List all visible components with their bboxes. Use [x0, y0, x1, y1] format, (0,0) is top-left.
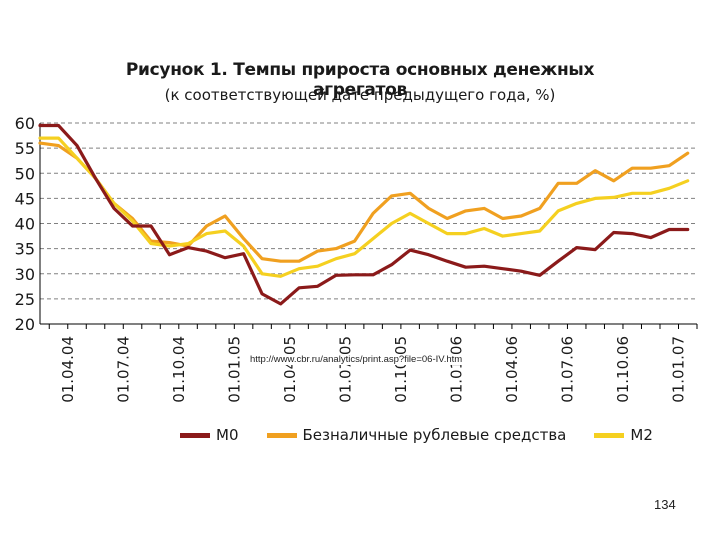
series-line-1: [38, 141, 690, 263]
y-tick-label: 20: [15, 315, 35, 334]
x-tick-label: 01.01.07: [669, 336, 687, 403]
chart-legend: М0 Безналичные рублевые средства М2: [180, 426, 681, 444]
x-tick-label: 01.10.06: [614, 336, 632, 403]
chart-title: Рисунок 1. Темпы прироста основных денеж…: [125, 60, 595, 100]
y-tick-label: 50: [15, 164, 35, 183]
legend-item: М2: [594, 426, 653, 444]
line-chart: 20 25 30 35 40 45 50 55 60 01.04.04 01.07.04 01.10.…: [15, 114, 698, 403]
legend-label: М2: [630, 426, 653, 444]
x-tick-label: 01.01.06: [447, 336, 465, 403]
legend-item: Безналичные рублевые средства: [266, 426, 567, 444]
chart-subtitle: (к соответствующей дате предыдущего года…: [164, 86, 556, 104]
series-line-2: [38, 136, 690, 278]
page-number: 134: [654, 497, 676, 512]
x-tick-label: 01.07.05: [336, 336, 354, 403]
x-tick-label: 01.10.04: [170, 336, 188, 403]
x-tick-label: 01.10.05: [392, 336, 410, 403]
x-tick-label: 01.07.06: [558, 336, 576, 403]
legend-item: М0: [180, 426, 239, 444]
y-tick-label: 40: [15, 215, 35, 234]
y-tick-label: 30: [15, 265, 35, 284]
legend-swatch: [594, 432, 625, 438]
x-tick-label: 01.01.05: [225, 336, 243, 403]
y-tick-label: 25: [15, 290, 35, 309]
legend-label: М0: [216, 426, 239, 444]
x-tick-label: 01.07.04: [114, 336, 132, 403]
y-tick-label: 35: [15, 240, 35, 259]
legend-swatch: [180, 432, 210, 438]
source-url: http://www.cbr.ru/analytics/print.asp?fi…: [248, 354, 465, 365]
x-tick-label: 01.04.04: [59, 336, 77, 403]
x-tick-label: 01.04.05: [281, 336, 299, 403]
legend-swatch: [266, 432, 297, 438]
y-tick-label: 60: [15, 114, 35, 133]
y-tick-label: 45: [15, 189, 35, 208]
legend-label: Безналичные рублевые средства: [302, 426, 567, 444]
y-tick-label: 55: [15, 139, 35, 158]
x-tick-label: 01.04.06: [503, 336, 521, 403]
series-line-0: [38, 123, 690, 306]
